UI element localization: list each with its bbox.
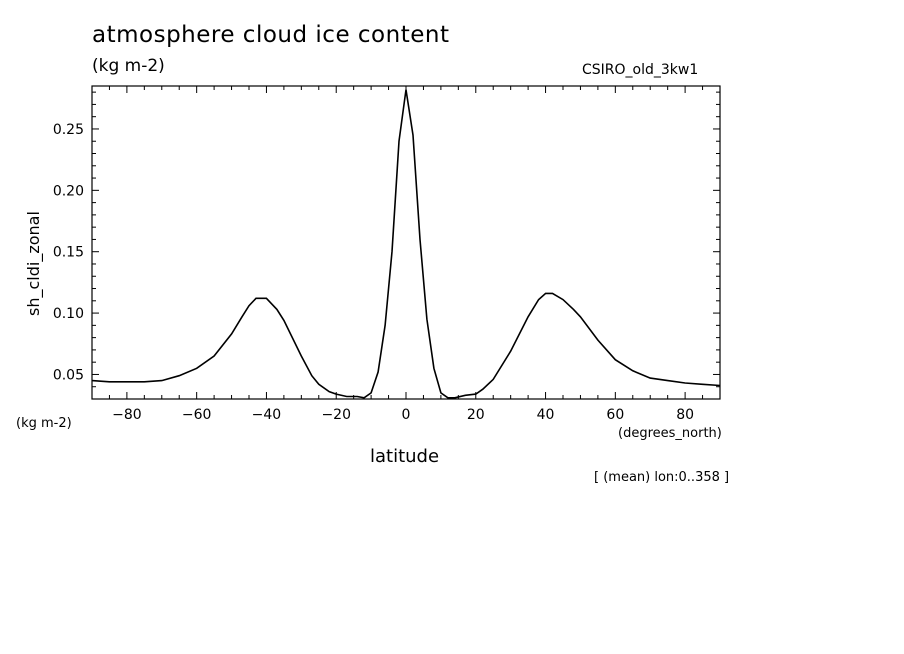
x-tick-label: −40 — [252, 407, 282, 423]
x-tick-label: −60 — [182, 407, 212, 423]
x-axis-label: latitude — [370, 446, 440, 467]
averaging-note: [ (mean) lon:0..358 ] — [594, 470, 730, 485]
y-tick-label: 0.15 — [53, 245, 84, 261]
tick-labels: −80 −60 −40 −20 0 20 40 60 80 0.05 0.10 0.15 0.20 0.2… — [53, 122, 694, 423]
y-tick-label: 0.25 — [53, 122, 84, 138]
y-tick-label: 0.20 — [53, 183, 84, 199]
chart-units: (kg m-2) — [92, 56, 165, 76]
y-tick-label: 0.10 — [53, 306, 84, 322]
x-tick-label: 60 — [606, 407, 624, 423]
plot-frame — [91, 85, 721, 400]
x-axis-unit: (degrees_north) — [618, 426, 722, 441]
series-line — [91, 89, 721, 399]
x-tick-label: 0 — [402, 407, 411, 423]
x-tick-label: 20 — [467, 407, 485, 423]
x-tick-label: −80 — [112, 407, 142, 423]
x-tick-label: −20 — [321, 407, 351, 423]
x-tick-label: 80 — [676, 407, 694, 423]
axis-ticks — [91, 86, 721, 400]
model-name: CSIRO_old_3kw1 — [582, 62, 699, 78]
x-tick-label: 40 — [537, 407, 555, 423]
chart-title: atmosphere cloud ice content — [92, 22, 450, 48]
y-axis-unit: (kg m-2) — [16, 416, 72, 431]
y-tick-label: 0.05 — [53, 367, 84, 383]
